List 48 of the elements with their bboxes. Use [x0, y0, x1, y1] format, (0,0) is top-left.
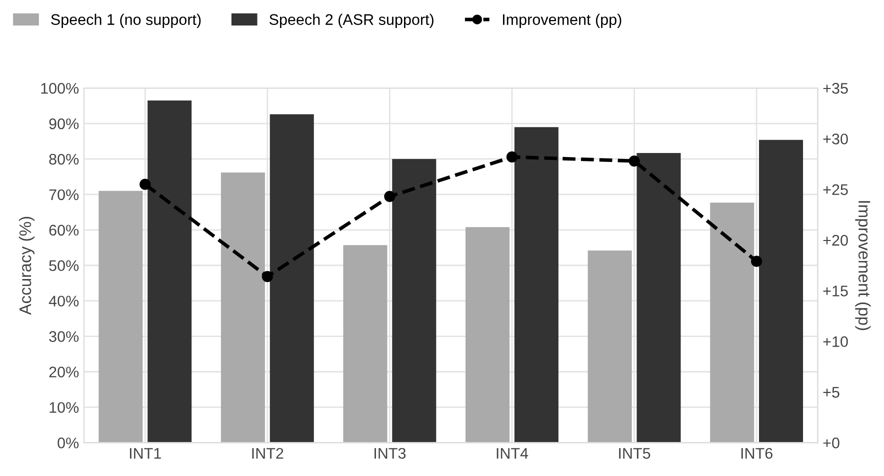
- y-tick-label: 50%: [49, 260, 79, 272]
- y-tick-label: 60%: [49, 224, 79, 236]
- y-tick-label: 30%: [49, 331, 79, 342]
- y2-tick-label: +25: [823, 184, 848, 196]
- y2-tick-label: +20: [823, 234, 848, 246]
- bar: [636, 152, 681, 443]
- y2-tick-label: +0: [823, 438, 840, 448]
- y2-tick-label: +35: [823, 82, 848, 94]
- bar: [148, 100, 192, 443]
- y2-tick-label: +5: [823, 387, 840, 398]
- bar: [514, 127, 558, 443]
- point: [628, 155, 640, 167]
- x-tick-label: INT1: [130, 448, 161, 459]
- x-tick-label: INT3: [374, 448, 406, 459]
- bar: [466, 227, 510, 443]
- legend-label: Speech 2 (ASR support): [269, 14, 434, 28]
- bar: [710, 202, 754, 443]
- y2-tick-label: +15: [823, 286, 848, 296]
- x-tick-label: INT6: [741, 448, 772, 459]
- point: [506, 151, 518, 163]
- legend-label: Improvement (pp): [503, 14, 622, 28]
- bar: [392, 158, 436, 443]
- y2-tick-label: +30: [823, 134, 848, 144]
- x-tick-label: INT2: [252, 448, 284, 459]
- point: [262, 270, 273, 282]
- y-tick-label: 40%: [48, 296, 79, 307]
- x-tick-label: INT5: [619, 448, 650, 459]
- bar: [588, 250, 632, 443]
- x-tick-label: INT4: [496, 448, 528, 459]
- point: [384, 190, 396, 202]
- bar: [220, 172, 265, 443]
- y-axis-title: Accuracy (%): [18, 216, 34, 315]
- y-tick-label: 80%: [49, 154, 79, 165]
- y-tick-label: 90%: [49, 118, 79, 130]
- y2-axis-title: Improvement (pp): [855, 201, 871, 330]
- bar: [270, 114, 314, 443]
- legend-label: Speech 1 (no support): [51, 14, 201, 28]
- y-tick-label: 0%: [58, 438, 79, 448]
- y-tick-label: 100%: [41, 82, 79, 94]
- bar: [98, 190, 143, 443]
- bar: [759, 140, 804, 443]
- y-tick-label: 10%: [50, 402, 79, 413]
- y-tick-label: 20%: [49, 366, 79, 378]
- point: [140, 178, 151, 190]
- point: [751, 256, 762, 267]
- y-tick-label: 70%: [49, 189, 79, 200]
- y2-tick-label: +10: [823, 336, 848, 348]
- bar: [343, 245, 388, 443]
